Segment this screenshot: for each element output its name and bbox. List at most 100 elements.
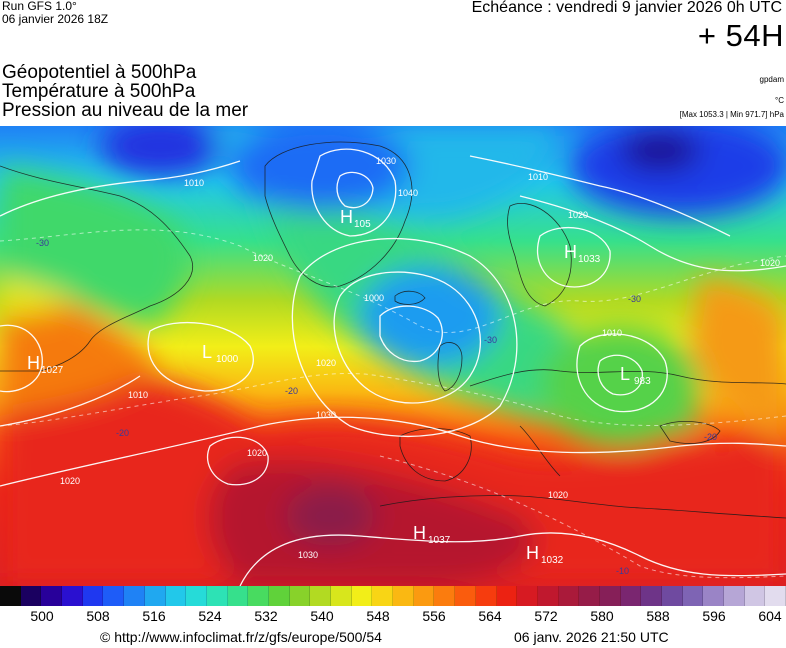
isobar-greenland-high [311, 148, 397, 237]
isobar-high-scandinavia [536, 226, 611, 288]
isobar-label: 1000 [364, 293, 384, 303]
isobar-label: 1010 [602, 328, 622, 338]
isobar-atlantic-south [0, 375, 141, 427]
field-blue-greenland [230, 126, 410, 211]
color-scale-swatch [331, 586, 352, 606]
color-scale-swatch [434, 586, 456, 606]
forecast-map: H 1027 L 1000 H 105 H 1033 L 983 H 1037 … [0, 126, 786, 586]
forecast-lead-time: + 54H [697, 18, 784, 53]
color-scale-label: 588 [646, 608, 670, 624]
coastline-europe [469, 369, 786, 387]
color-scale-swatch [558, 586, 580, 606]
field-purple-core [285, 486, 375, 546]
run-date-label: 06 janvier 2026 18Z [2, 12, 109, 26]
color-scale-swatch [165, 586, 187, 606]
color-scale-swatch [599, 586, 621, 606]
color-scale-swatch [744, 586, 766, 606]
forecast-valid-time: Echéance : vendredi 9 janvier 2026 0h UT… [471, 0, 782, 16]
isotherm-label: -20 [704, 432, 717, 442]
coastline-scandinavia [507, 203, 572, 307]
isotherm-minus-30 [0, 229, 786, 333]
color-scale-label: 564 [478, 608, 502, 624]
color-scale-label: 532 [254, 608, 278, 624]
color-scale-swatch [248, 586, 269, 606]
title-pressure: Pression au niveau de la mer [2, 100, 249, 121]
isobar-label: 1020 [60, 476, 80, 486]
generation-timestamp: 06 janv. 2026 21:50 UTC [514, 629, 669, 645]
color-scale-label: 524 [198, 608, 222, 624]
isobar-canada [0, 160, 241, 217]
color-scale-swatch [124, 586, 145, 606]
color-scale-swatch [455, 586, 476, 606]
color-scale-label: 540 [310, 608, 334, 624]
color-scale-label: 572 [534, 608, 558, 624]
field-green-east [540, 326, 700, 446]
isotherm-label: -30 [484, 335, 497, 345]
isobar-low-atlantic-outer [291, 237, 518, 437]
isobar-1010-north [469, 155, 731, 237]
geopotential-field [0, 126, 786, 586]
color-scale-swatch [103, 586, 125, 606]
field-orange-west [0, 294, 160, 416]
isobar-high-west [0, 324, 43, 393]
color-scale-swatch [537, 586, 559, 606]
coastline-canada [0, 165, 193, 372]
color-scale-swatch [206, 586, 228, 606]
pressure-center-value: 1000 [216, 354, 239, 365]
isotherm-label: -30 [36, 238, 49, 248]
title-geopotential: Géopotentiel à 500hPa [2, 62, 197, 83]
isotherm-label: -10 [616, 566, 629, 576]
coastline-black-sea [659, 421, 721, 444]
color-scale-label: 604 [758, 608, 782, 624]
color-scale-swatch [682, 586, 704, 606]
color-scale-swatch [351, 586, 373, 606]
color-scale-swatch [310, 586, 331, 606]
isotherm-label: -30 [628, 294, 641, 304]
color-scale-labels: 500 508 516 524 532 540 548 556 564 572 580 588 596 6… [0, 608, 786, 626]
color-scale-swatch [765, 586, 786, 606]
isobar-labels: 1010 1020 1030 1040 1000 1010 1020 1010 … [60, 156, 780, 560]
color-scale-label: 508 [86, 608, 110, 624]
coastline-british-isles [437, 342, 463, 392]
coastline-north-africa [379, 495, 786, 519]
isobar-label: 1020 [253, 253, 273, 263]
isotherms [0, 229, 786, 579]
isobar-low-east [576, 333, 668, 413]
color-scale-swatch [372, 586, 394, 606]
color-scale-swatch [289, 586, 311, 606]
isobar-1020-south [0, 416, 786, 487]
coastline-iceland [394, 290, 426, 305]
isobar-label: 1040 [398, 188, 418, 198]
isobar-1020-north [519, 195, 786, 272]
isotherm-minus-10 [379, 455, 786, 579]
color-scale-label: 556 [422, 608, 446, 624]
isobar-low-atlantic [333, 271, 482, 404]
pressure-center-value: 1027 [41, 365, 64, 376]
color-scale-bar [0, 586, 786, 606]
isobar-label: 1020 [548, 490, 568, 500]
unit-pressure-range: [Max 1053.3 | Min 971.7] hPa [679, 110, 784, 119]
color-scale-label: 548 [366, 608, 390, 624]
pressure-center-value: 1033 [578, 254, 601, 265]
isobars [0, 148, 786, 586]
isobar-subtropical-high-ring [206, 436, 269, 486]
isobar-label: 1010 [128, 390, 148, 400]
color-scale-label: 500 [30, 608, 54, 624]
pressure-center-symbol: L [620, 364, 630, 384]
unit-temperature: °C [775, 96, 784, 105]
isobar-label: 1020 [760, 258, 780, 268]
color-scale-swatch [413, 586, 435, 606]
isotherm-labels: -30 -20 -20 -30 -30 -20 -10 [36, 238, 717, 576]
pressure-center-symbol: H [340, 207, 353, 227]
field-blue-canada [100, 126, 220, 176]
isobar-label: 1010 [184, 178, 204, 188]
pressure-center-symbol: H [413, 523, 426, 543]
isobar-low-atlantic-inner [379, 305, 443, 363]
isobar-label: 1030 [316, 410, 336, 420]
isobar-label: 1030 [376, 156, 396, 166]
isobar-label: 1020 [247, 448, 267, 458]
pressure-centers: H 1027 L 1000 H 105 H 1033 L 983 H 1037 … [27, 207, 651, 566]
isotherm-label: -20 [116, 428, 129, 438]
color-scale-swatch [703, 586, 725, 606]
color-scale-swatch [41, 586, 63, 606]
